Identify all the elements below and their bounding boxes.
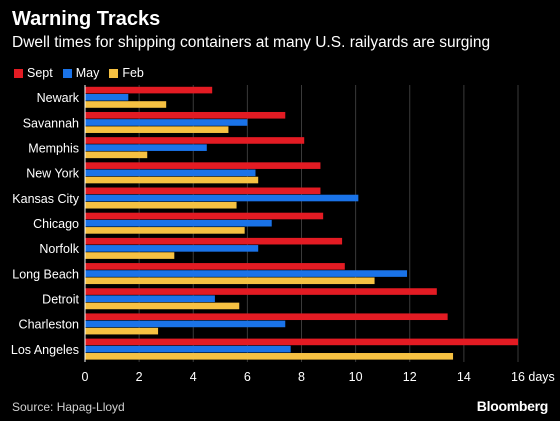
bar-sept-charleston	[85, 313, 448, 321]
bar-sept-newark	[85, 86, 213, 94]
bar-feb-norfolk	[85, 252, 175, 259]
bar-sept-savannah	[85, 111, 286, 119]
bar-may-kansas-city	[85, 194, 359, 202]
legend-label-feb: Feb	[122, 66, 144, 80]
legend-item-may: May	[62, 66, 100, 80]
bar-feb-los-angeles	[85, 353, 454, 360]
bar-may-memphis	[85, 144, 207, 151]
bar-sept-chicago	[85, 212, 324, 220]
legend-swatch-may	[62, 68, 72, 78]
bar-feb-charleston	[85, 327, 159, 335]
x-tick-label: 12	[403, 370, 417, 384]
bar-sept-new-york	[85, 162, 321, 169]
bar-feb-chicago	[85, 227, 245, 234]
bar-may-new-york	[85, 169, 256, 177]
category-label: Long Beach	[12, 267, 79, 281]
bar-may-newark	[85, 93, 129, 101]
x-tick-label: 2	[136, 370, 143, 384]
chart-title: Warning Tracks	[12, 8, 161, 30]
category-label: Norfolk	[39, 242, 79, 256]
bar-may-savannah	[85, 119, 248, 126]
bar-may-norfolk	[85, 245, 259, 252]
chart-subtitle: Dwell times for shipping containers at m…	[12, 34, 491, 51]
bar-feb-detroit	[85, 302, 240, 310]
bar-may-long-beach	[85, 270, 408, 277]
x-tick-label: 4	[190, 370, 197, 384]
bloomberg-logo: Bloomberg	[476, 398, 549, 414]
category-label: New York	[26, 167, 80, 181]
category-label: Detroit	[42, 293, 79, 307]
bar-feb-new-york	[85, 176, 259, 184]
bar-feb-memphis	[85, 151, 148, 159]
category-label: Newark	[37, 91, 80, 105]
source-note: Source: Hapag-Lloyd	[12, 400, 125, 414]
legend-label-sept: Sept	[27, 66, 53, 80]
bar-feb-kansas-city	[85, 201, 237, 209]
category-label: Savannah	[23, 116, 79, 130]
x-tick-label: 14	[457, 370, 471, 384]
x-tick-label: 6	[244, 370, 251, 384]
x-tick-label: 8	[298, 370, 305, 384]
legend: Sept May Feb	[14, 66, 154, 80]
x-tick-label: 10	[349, 370, 363, 384]
bar-sept-norfolk	[85, 237, 343, 245]
category-label: Charleston	[19, 318, 79, 332]
bar-feb-newark	[85, 101, 167, 108]
bar-sept-detroit	[85, 288, 437, 295]
category-label: Los Angeles	[11, 343, 79, 357]
x-tick-label: 16 days	[511, 370, 555, 384]
bar-feb-long-beach	[85, 277, 375, 285]
bar-may-charleston	[85, 320, 286, 328]
bar-may-los-angeles	[85, 345, 291, 353]
legend-swatch-feb	[109, 68, 119, 78]
category-label: Kansas City	[12, 192, 79, 206]
bar-may-detroit	[85, 295, 215, 303]
legend-swatch-sept	[14, 68, 23, 78]
bar-sept-memphis	[85, 137, 305, 144]
category-label: Chicago	[33, 217, 79, 231]
category-label: Memphis	[28, 141, 79, 155]
bar-may-chicago	[85, 219, 272, 227]
bar-feb-savannah	[85, 126, 229, 133]
bar-sept-kansas-city	[85, 187, 321, 195]
legend-label-may: May	[75, 66, 100, 80]
x-tick-label: 0	[82, 370, 89, 384]
bar-sept-los-angeles	[85, 338, 518, 346]
legend-item-feb: Feb	[109, 66, 144, 80]
legend-item-sept: Sept	[14, 66, 53, 80]
bar-sept-long-beach	[85, 263, 345, 270]
